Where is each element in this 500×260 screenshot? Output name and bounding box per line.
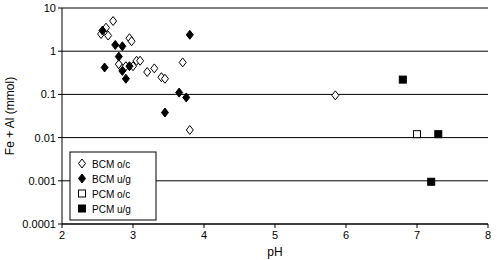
grid-line	[62, 137, 488, 138]
y-tick	[58, 51, 62, 52]
data-point	[112, 40, 119, 49]
data-point	[126, 62, 133, 71]
y-tick	[58, 224, 62, 225]
x-tick-label: 4	[201, 229, 207, 241]
data-point	[186, 30, 193, 39]
data-point	[179, 58, 186, 67]
grid-line	[62, 94, 488, 95]
x-tick	[204, 224, 205, 228]
x-tick	[488, 224, 489, 228]
data-point	[435, 131, 442, 138]
data-point	[144, 68, 151, 77]
x-axis-label: pH	[267, 245, 282, 259]
x-tick-label: 3	[130, 229, 136, 241]
y-tick-label: 0.001	[28, 175, 56, 187]
data-point	[186, 125, 193, 134]
data-point	[428, 178, 435, 185]
y-tick-label: 0.1	[41, 88, 56, 100]
data-point	[176, 88, 183, 97]
x-tick-label: 8	[485, 229, 491, 241]
x-tick-label: 2	[59, 229, 65, 241]
data-point	[151, 64, 158, 73]
legend-label: BCM u/g	[92, 174, 131, 185]
y-tick	[58, 137, 62, 138]
y-tick	[58, 94, 62, 95]
legend: BCM o/c BCM u/g PCM o/c PCM u/g	[70, 152, 156, 220]
legend-marker	[79, 190, 86, 197]
data-point	[119, 42, 126, 51]
data-point	[101, 63, 108, 72]
legend-marker	[79, 205, 86, 212]
y-tick-label: 0.0001	[22, 218, 56, 230]
y-tick	[58, 180, 62, 181]
data-point	[105, 31, 112, 40]
chart: 0.0001 0.001 0.01 0.1 1 10 2 3 4 5 6 7 8 pH Fe + Al (m…	[0, 0, 500, 260]
y-axis-line	[62, 8, 63, 224]
data-point	[161, 74, 168, 83]
x-tick	[346, 224, 347, 228]
y-tick-label: 1	[50, 45, 56, 57]
data-point	[122, 74, 129, 83]
x-tick-label: 6	[343, 229, 349, 241]
y-axis-label: Fe + Al (mmol)	[3, 77, 17, 155]
data-point	[99, 26, 106, 35]
y-tick-label: 0.01	[35, 132, 56, 144]
x-tick	[133, 224, 134, 228]
x-tick	[62, 224, 63, 228]
x-tick-label: 7	[414, 229, 420, 241]
data-point	[332, 91, 339, 100]
data-point	[119, 66, 126, 75]
x-tick	[275, 224, 276, 228]
data-point	[115, 52, 122, 61]
data-point	[399, 76, 406, 83]
data-point	[161, 108, 168, 117]
data-point	[414, 131, 421, 138]
grid-line	[62, 51, 488, 52]
legend-label: PCM o/c	[92, 189, 130, 200]
data-point	[137, 56, 144, 65]
x-tick-label: 5	[272, 229, 278, 241]
grid-line	[62, 8, 488, 9]
legend-box	[70, 152, 156, 220]
legend-label: BCM o/c	[92, 159, 130, 170]
legend-marker	[79, 159, 86, 168]
legend-label: PCM u/g	[92, 204, 131, 215]
data-point	[128, 37, 135, 46]
x-tick	[417, 224, 418, 228]
data-point	[110, 17, 117, 26]
data-point	[183, 93, 190, 102]
legend-marker	[79, 174, 86, 183]
y-tick-label: 10	[44, 2, 56, 14]
y-tick	[58, 8, 62, 9]
